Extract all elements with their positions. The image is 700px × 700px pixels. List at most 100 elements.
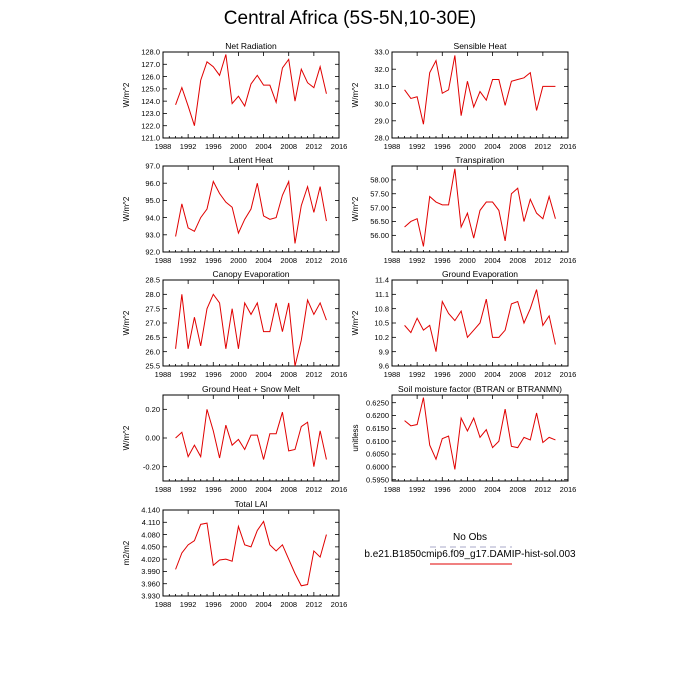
x-tick-label: 2012 xyxy=(535,142,552,151)
y-tick-label: 127.0 xyxy=(141,60,160,69)
y-tick-label: 124.0 xyxy=(141,97,160,106)
x-tick-label: 1988 xyxy=(384,256,401,265)
panel-sensible-heat: Sensible Heat 1988 1992 1996 2000 2004 2008 201… xyxy=(351,41,576,151)
y-tick-label: 30.0 xyxy=(374,99,389,108)
y-tick-label: 0.6000 xyxy=(366,463,389,472)
panel-title: Soil moisture factor (BTRAN or BTRANMN) xyxy=(398,384,562,394)
y-tick-label: 0.00 xyxy=(145,434,160,443)
y-tick-label: 27.0 xyxy=(145,319,160,328)
x-tick-label: 1988 xyxy=(155,142,172,151)
x-tick-label: 1996 xyxy=(205,256,222,265)
x-tick-label: 2012 xyxy=(535,256,552,265)
y-tick-label: 26.0 xyxy=(145,347,160,356)
y-axis-label: W/m^2 xyxy=(351,196,360,221)
x-tick-label: 1996 xyxy=(205,600,222,609)
y-tick-label: 27.5 xyxy=(145,304,160,313)
x-tick-label: 2016 xyxy=(331,485,348,494)
x-tick-label: 2016 xyxy=(560,485,577,494)
y-axis-label: W/m^2 xyxy=(351,82,360,107)
x-tick-label: 1992 xyxy=(180,256,197,265)
series-line xyxy=(175,409,327,467)
y-tick-label: 4.110 xyxy=(142,518,160,527)
x-tick-label: 1992 xyxy=(180,370,197,379)
y-tick-label: 121.0 xyxy=(141,134,160,143)
x-tick-label: 2004 xyxy=(484,142,501,151)
y-tick-label: 0.6050 xyxy=(366,450,389,459)
x-tick-label: 1992 xyxy=(409,256,426,265)
series-line xyxy=(175,54,327,126)
x-tick-label: 2004 xyxy=(484,485,501,494)
panel-ground-heat-snow-melt: Ground Heat + Snow Melt 1988 1992 1996 2000 2… xyxy=(122,384,347,494)
panel-canopy-evaporation: Canopy Evaporation 1988 1992 1996 2000 2004 20… xyxy=(122,269,347,379)
y-tick-label: 128.0 xyxy=(141,48,160,57)
y-tick-label: 95.0 xyxy=(145,196,160,205)
x-tick-label: 1996 xyxy=(434,485,451,494)
x-tick-label: 2016 xyxy=(560,142,577,151)
y-tick-label: 33.0 xyxy=(374,48,389,57)
x-tick-label: 1988 xyxy=(155,256,172,265)
y-tick-label: 3.930 xyxy=(141,592,160,601)
x-tick-label: 2016 xyxy=(560,256,577,265)
y-tick-label: 10.2 xyxy=(374,333,389,342)
y-tick-label: 28.0 xyxy=(374,134,389,143)
y-tick-label: 0.6100 xyxy=(366,437,389,446)
panel-title: Ground Evaporation xyxy=(442,269,518,279)
panel-total-lai: Total LAI 1988 1992 1996 2000 2004 2008 2012 201… xyxy=(122,499,347,609)
y-tick-label: 58.00 xyxy=(370,176,389,185)
y-tick-label: 9.9 xyxy=(379,347,389,356)
y-tick-label: 57.00 xyxy=(370,203,389,212)
x-tick-label: 2008 xyxy=(509,370,526,379)
plot-frame xyxy=(162,279,340,367)
y-tick-label: 11.1 xyxy=(375,290,389,299)
y-tick-label: 31.0 xyxy=(374,82,389,91)
y-tick-label: 123.0 xyxy=(141,109,160,118)
plot-frame xyxy=(162,509,340,597)
panel-title: Total LAI xyxy=(234,499,267,509)
y-tick-label: 0.6200 xyxy=(366,411,389,420)
x-tick-label: 1988 xyxy=(155,600,172,609)
y-tick-label: 56.00 xyxy=(370,231,389,240)
series-line xyxy=(175,179,327,244)
panel-latent-heat: Latent Heat 1988 1992 1996 2000 2004 2008 2012 2… xyxy=(122,155,347,265)
y-tick-label: 11.4 xyxy=(375,276,389,285)
y-tick-label: 56.50 xyxy=(370,217,389,226)
panel-ground-evaporation: Ground Evaporation 1988 1992 1996 2000 2004 20… xyxy=(351,269,576,379)
x-tick-label: 1996 xyxy=(434,142,451,151)
x-tick-label: 2004 xyxy=(255,256,272,265)
x-tick-label: 2012 xyxy=(306,256,323,265)
series-line xyxy=(404,168,556,247)
x-tick-label: 1992 xyxy=(180,142,197,151)
x-tick-label: 2000 xyxy=(459,485,476,494)
x-tick-label: 2016 xyxy=(331,142,348,151)
y-tick-label: 92.0 xyxy=(145,248,160,257)
x-tick-label: 2004 xyxy=(255,485,272,494)
y-tick-label: 125.0 xyxy=(141,85,160,94)
x-tick-label: 2008 xyxy=(280,256,297,265)
main-title: Central Africa (5S-5N,10-30E) xyxy=(223,8,477,29)
y-tick-label: 26.5 xyxy=(145,333,160,342)
series-line xyxy=(404,289,556,352)
y-tick-label: 96.0 xyxy=(145,179,160,188)
series-line xyxy=(175,520,327,587)
legend-label: No Obs xyxy=(453,532,487,543)
y-tick-label: 9.6 xyxy=(379,362,389,371)
x-tick-label: 1996 xyxy=(205,485,222,494)
x-tick-label: 1992 xyxy=(180,485,197,494)
y-tick-label: 10.8 xyxy=(374,304,389,313)
series-line xyxy=(404,397,556,470)
x-tick-label: 2012 xyxy=(306,370,323,379)
x-tick-label: 2000 xyxy=(230,142,247,151)
y-tick-label: 3.960 xyxy=(141,579,160,588)
y-tick-label: 97.0 xyxy=(145,162,160,171)
x-tick-label: 2016 xyxy=(331,256,348,265)
x-tick-label: 1992 xyxy=(409,370,426,379)
y-axis-label: W/m^2 xyxy=(351,310,360,335)
x-tick-label: 2008 xyxy=(280,600,297,609)
x-tick-label: 2016 xyxy=(331,370,348,379)
x-tick-label: 2012 xyxy=(535,485,552,494)
series-line xyxy=(175,293,327,367)
x-tick-label: 2004 xyxy=(484,256,501,265)
panel-title: Latent Heat xyxy=(229,155,274,165)
